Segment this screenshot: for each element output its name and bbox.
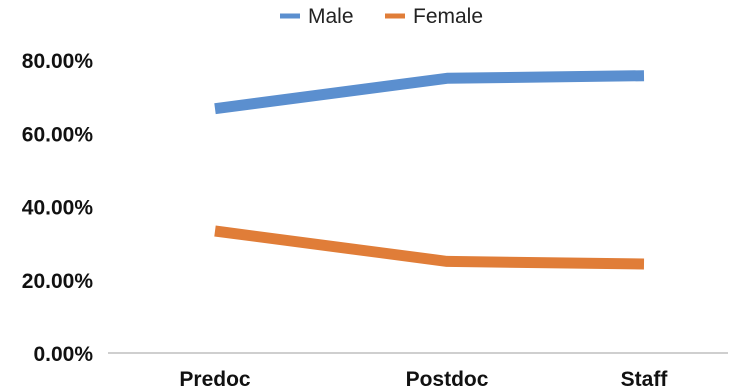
legend: Male Female: [280, 5, 483, 28]
y-tick-label: 0.00%: [33, 343, 93, 366]
x-tick-label: Staff: [621, 368, 669, 390]
y-axis-tick-labels: 0.00% 20.00% 40.00% 60.00% 80.00%: [22, 50, 94, 366]
y-tick-label: 20.00%: [22, 270, 94, 293]
legend-label-female: Female: [413, 5, 483, 28]
series-line-female: [214, 225, 645, 270]
x-tick-label: Postdoc: [406, 368, 489, 390]
y-tick-label: 40.00%: [22, 197, 94, 220]
x-axis-tick-labels: Predoc Postdoc Staff: [179, 368, 668, 390]
series-line-male: [214, 70, 645, 115]
legend-label-male: Male: [308, 5, 354, 28]
y-tick-label: 80.00%: [22, 50, 94, 73]
y-tick-label: 60.00%: [22, 123, 94, 146]
series-lines: [214, 70, 645, 270]
x-tick-label: Predoc: [179, 368, 251, 390]
